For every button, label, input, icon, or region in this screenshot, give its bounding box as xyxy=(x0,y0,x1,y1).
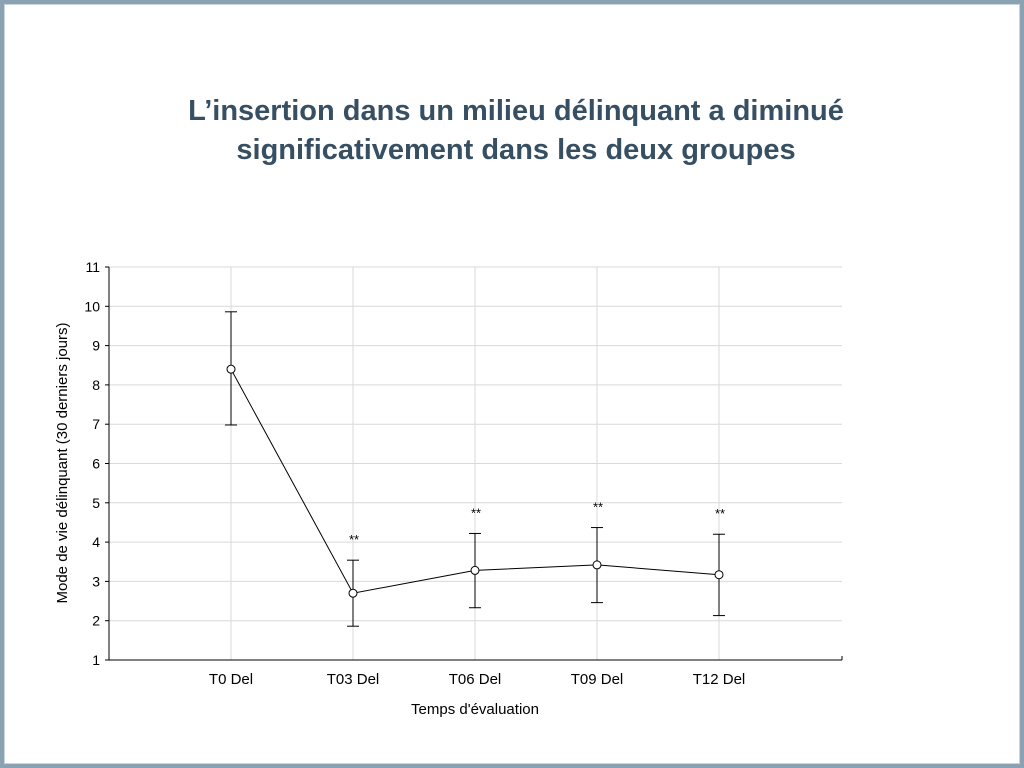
title-line-1: L’insertion dans un milieu délinquant a … xyxy=(188,95,844,127)
x-tick-label-2: T06 Del xyxy=(449,671,502,688)
significance-marker-3: ** xyxy=(593,500,603,515)
y-tick-label-3: 3 xyxy=(92,573,100,589)
y-tick-label-1: 1 xyxy=(92,652,100,668)
data-point-1 xyxy=(348,588,358,598)
y-tick-label-2: 2 xyxy=(92,613,100,629)
title-line-2: significativement dans les deux groupes xyxy=(236,134,796,166)
data-point-3 xyxy=(592,560,602,570)
y-axis-label: Mode de vie délinquant (30 derniers jour… xyxy=(54,323,71,604)
slide-title: L’insertion dans un milieu délinquant a … xyxy=(104,92,928,170)
y-tick-label-9: 9 xyxy=(92,338,100,354)
data-point-2 xyxy=(470,565,480,575)
data-point-4 xyxy=(714,570,724,580)
x-axis-label: Temps d'évaluation xyxy=(411,701,539,718)
x-tick-label-1: T03 Del xyxy=(327,671,380,688)
x-tick-label-3: T09 Del xyxy=(571,671,624,688)
y-tick-label-11: 11 xyxy=(85,259,100,275)
y-tick-label-6: 6 xyxy=(92,456,100,472)
data-points xyxy=(226,364,724,598)
y-tick-label-10: 10 xyxy=(84,298,100,314)
x-tick-label-0: T0 Del xyxy=(209,671,253,688)
significance-marker-1: ** xyxy=(349,532,359,547)
y-tick-label-5: 5 xyxy=(92,495,100,511)
y-tick-label-7: 7 xyxy=(92,416,100,432)
x-tick-label-4: T12 Del xyxy=(693,671,746,688)
data-point-0 xyxy=(226,364,236,374)
y-tick-label-8: 8 xyxy=(92,377,100,393)
significance-marker-4: ** xyxy=(715,506,725,521)
y-tick-label-4: 4 xyxy=(92,534,100,550)
significance-marker-2: ** xyxy=(471,505,481,520)
significance-annotations: ** ** ** ** xyxy=(349,500,725,548)
axes xyxy=(105,266,843,661)
y-tick-labels: 1 2 3 4 5 6 7 8 9 10 11 xyxy=(84,259,100,668)
x-tick-labels: T0 Del T03 Del T06 Del T09 Del T12 Del xyxy=(209,671,745,688)
